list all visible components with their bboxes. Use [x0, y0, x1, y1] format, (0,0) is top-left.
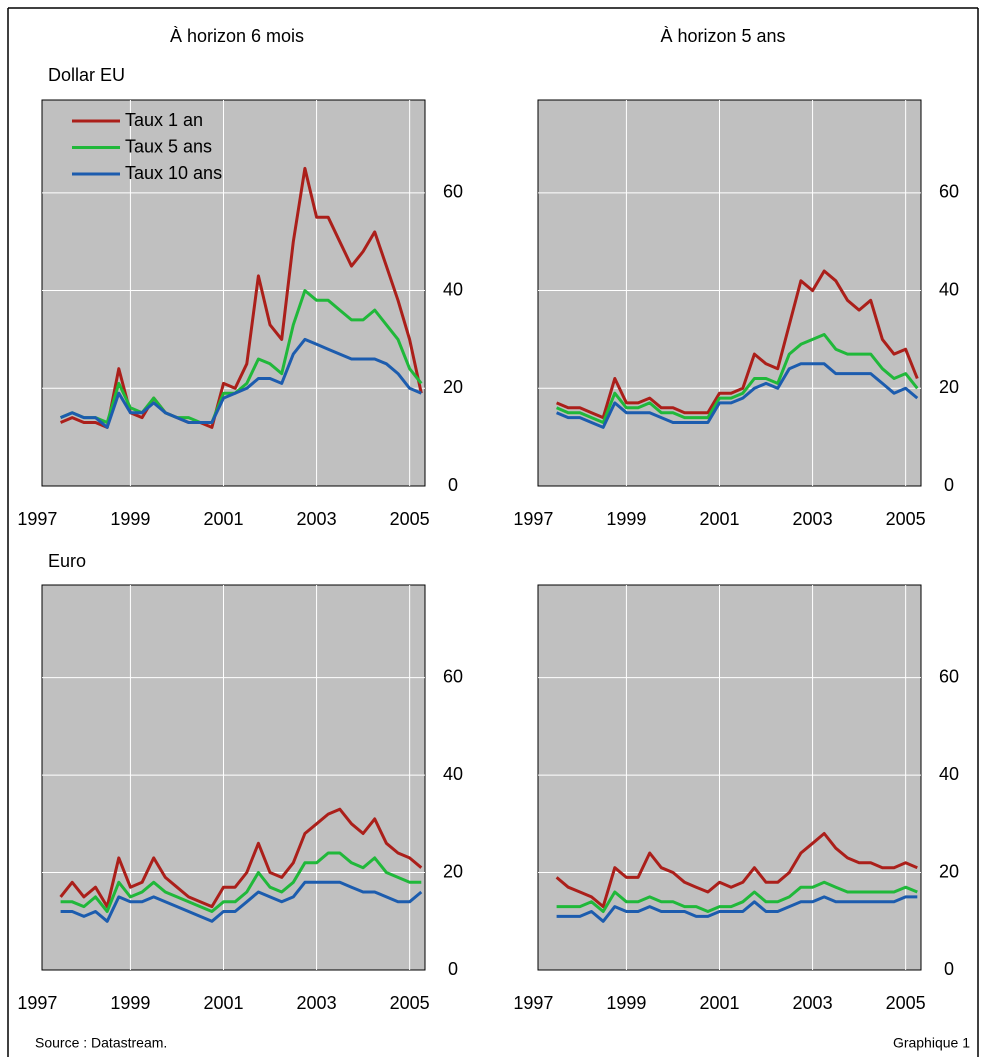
x-tick-label: 2003 — [793, 509, 833, 529]
x-tick-label: 1999 — [606, 993, 646, 1013]
series-line — [60, 289, 423, 424]
series-line — [556, 333, 919, 424]
y-tick-label: 0 — [448, 959, 458, 979]
plot-area — [537, 99, 922, 487]
x-tick-label: 1999 — [110, 509, 150, 529]
series-line — [556, 362, 919, 429]
x-tick-label: 1999 — [110, 993, 150, 1013]
x-tick-label: 2001 — [203, 509, 243, 529]
y-tick-label: 60 — [939, 666, 959, 686]
series-line — [555, 832, 918, 909]
series-line — [59, 807, 423, 909]
legend-label: Taux 5 ans — [125, 136, 212, 156]
legend-label: Taux 10 ans — [125, 163, 222, 183]
figure-label: Graphique 1 — [893, 1035, 970, 1051]
series-line — [60, 166, 423, 429]
x-tick-label: 2001 — [699, 509, 739, 529]
x-tick-label: 1997 — [513, 509, 553, 529]
x-tick-label: 1997 — [513, 993, 553, 1013]
y-tick-label: 0 — [944, 475, 954, 495]
x-tick-label: 2001 — [203, 993, 243, 1013]
x-tick-label: 1997 — [17, 509, 57, 529]
series-line — [60, 337, 422, 429]
x-tick-label: 2001 — [699, 993, 739, 1013]
y-tick-label: 40 — [443, 764, 463, 784]
x-tick-label: 2005 — [886, 993, 926, 1013]
y-tick-label: 20 — [939, 861, 959, 881]
series-line — [556, 895, 918, 923]
plot-area — [41, 99, 426, 487]
y-tick-label: 20 — [443, 861, 463, 881]
x-tick-label: 1999 — [606, 509, 646, 529]
series-line — [60, 880, 423, 923]
y-tick-label: 0 — [448, 475, 458, 495]
series-line — [556, 880, 918, 913]
y-tick-label: 60 — [939, 182, 959, 202]
y-tick-label: 40 — [939, 279, 959, 299]
legend-label: Taux 1 an — [125, 110, 203, 130]
y-tick-label: 60 — [443, 182, 463, 202]
x-tick-label: 2005 — [390, 993, 430, 1013]
x-tick-label: 1997 — [17, 993, 57, 1013]
source: Source : Datastream. — [35, 1035, 167, 1051]
x-tick-label: 2003 — [297, 993, 337, 1013]
y-tick-label: 20 — [939, 377, 959, 397]
column-title: À horizon 5 ans — [660, 26, 785, 46]
x-tick-label: 2005 — [886, 509, 926, 529]
column-title: À horizon 6 mois — [170, 26, 304, 46]
y-tick-label: 0 — [944, 959, 954, 979]
y-tick-label: 60 — [443, 666, 463, 686]
row-title: Dollar EU — [48, 65, 125, 85]
y-tick-label: 20 — [443, 377, 463, 397]
series-line — [556, 269, 919, 420]
row-title: Euro — [48, 551, 86, 571]
y-tick-label: 40 — [443, 279, 463, 299]
y-tick-label: 40 — [939, 764, 959, 784]
series-line — [60, 851, 422, 913]
x-tick-label: 2003 — [793, 993, 833, 1013]
x-tick-label: 2005 — [390, 509, 430, 529]
x-tick-label: 2003 — [297, 509, 337, 529]
